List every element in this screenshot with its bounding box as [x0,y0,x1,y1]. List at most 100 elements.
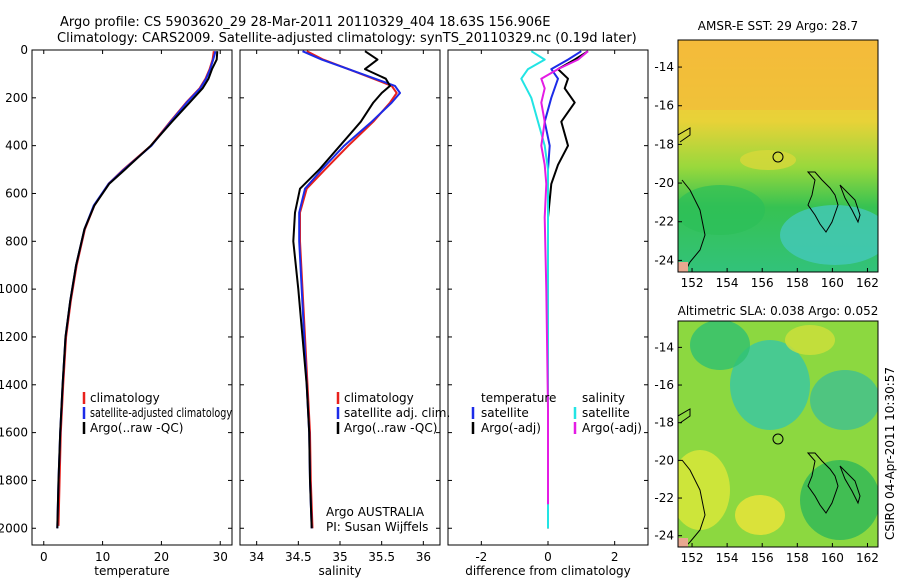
sla-high-patch [800,460,878,540]
map-x-tick-label: 154 [716,276,739,290]
coastline [678,408,861,547]
figure-title-line1: Argo profile: CS 5903620_29 28-Mar-2011 … [60,15,550,30]
series-line-argo-raw-qc- [56,51,219,529]
y-tick-label: 1600 [0,426,28,440]
map-y-tick-label: -24 [654,529,674,543]
map-x-tick-label: 160 [821,551,844,565]
sla-low-patch [678,450,730,530]
map-x-tick-label: 162 [856,276,879,290]
temperature-legend: climatology satellite-adjusted climatolo… [82,391,232,435]
map-y-tick-label: -20 [654,176,674,190]
legend-label-argo: Argo(..raw -QC) [344,421,437,435]
difference-xlabel: difference from climatology [465,564,631,578]
x-tick-label: 10 [95,550,110,564]
x-tick-label: 20 [154,550,169,564]
x-tick-label: 0 [544,550,552,564]
x-tick-label: 0 [40,550,48,564]
temperature-panel: 0 10 20 30 0 200 400 600 800 1000 1200 1400 1600 1800… [0,43,233,578]
map-y-tick-label: -18 [654,416,674,430]
map-x-tick-label: 152 [681,276,704,290]
x-tick-label: 34 [249,550,264,564]
map-x-tick-label: 152 [681,551,704,565]
y-tick-label: 1200 [0,330,28,344]
legend-label-sal-argo: Argo(-adj) [582,421,642,435]
coastline [678,127,861,272]
map-y-tick-label: -22 [654,491,674,505]
sst-map-frame [677,39,879,273]
y-tick-label: 2000 [0,521,28,535]
sst-map-title: AMSR-E SST: 29 Argo: 28.7 [698,19,858,33]
salinity-panel: 34 34.5 35 35.5 36 salinity Argo AUSTRALIA P… [239,49,441,578]
temperature-xlabel: temperature [94,564,169,578]
credit-stamp: CSIRO 04-Apr-2011 10:30:57 [883,367,897,540]
map-y-tick-label: -16 [654,99,674,113]
argo-position-marker [772,433,784,445]
map-x-tick-label: 158 [786,551,809,565]
map-x-tick-label: 154 [716,551,739,565]
sla-map-title: Altimetric SLA: 0.038 Argo: 0.052 [678,304,879,318]
x-tick-label: 34.5 [285,550,312,564]
sla-map-ticks: 152 154 156 158 160 162 -14 -16 -18 -20 -22 -24 [654,340,879,565]
y-tick-label: 1400 [0,378,28,392]
legend-label-argo: Argo(..raw -QC) [90,421,183,435]
y-tick-label: 1000 [0,282,28,296]
y-tick-label: 1800 [0,473,28,487]
difference-plot-group: -2 0 2 [448,49,648,564]
y-tick-label: 600 [5,186,28,200]
x-tick-label: 30 [213,550,228,564]
sst-cool-patch [678,185,765,235]
sst-warm-band [678,40,878,110]
legend-label-sal-satellite: satellite [582,406,630,420]
argo-position-marker [772,151,784,163]
salinity-legend: climatology satellite adj. clim. Argo(..… [336,391,450,435]
difference-panel: -2 0 2 difference from climatology [447,49,649,578]
map-y-tick-label: -18 [654,137,674,151]
map-x-tick-label: 162 [856,551,879,565]
sst-cool-patch [780,205,878,265]
salinity-xlabel: salinity [318,564,361,578]
map-x-tick-label: 156 [751,551,774,565]
legend-title-temperature: temperature [481,391,556,405]
x-tick-label: 36 [416,550,431,564]
sla-high-patch [690,321,750,370]
sst-map: 152 154 156 158 160 162 -14 -16 -18 -20 -22 -24 [654,39,879,290]
sla-high-patch [810,370,878,430]
map-y-tick-label: -14 [654,60,674,74]
legend-label-climatology: climatology [344,391,414,405]
sst-map-ticks: 152 154 156 158 160 162 -14 -16 -18 -20 -22 -24 [654,60,879,290]
legend-label-satellite-adj: satellite adj. clim. [344,406,450,420]
sla-low-patch [785,325,835,355]
series-line-salinity-satellite [520,50,549,529]
map-y-tick-label: -22 [654,215,674,229]
figure-title-line2: Climatology: CARS2009. Satellite-adjuste… [57,31,637,46]
land-patch [678,262,688,272]
x-tick-label: -2 [475,550,487,564]
legend-label-temp-satellite: satellite [481,406,529,420]
difference-legend: temperature salinity satellite Argo(-adj… [471,391,642,435]
x-tick-label: 2 [611,550,619,564]
sla-high-patch [730,340,810,430]
y-tick-label: 200 [5,91,28,105]
sla-low-patch [735,495,785,535]
sla-map-frame [677,320,879,548]
x-tick-label: 35.5 [368,550,395,564]
argo-program-note: Argo AUSTRALIA [326,505,425,519]
y-tick-label: 800 [5,234,28,248]
map-y-tick-label: -20 [654,453,674,467]
temperature-plot-group: 0 10 20 30 0 200 400 600 800 1000 1200 1400 1600 1800… [0,43,232,564]
temperature-axes-frame [31,49,233,546]
sst-warm-patch [740,150,796,170]
salinity-plot-group: 34 34.5 35 35.5 36 [240,49,440,564]
series-line-argo-raw-qc- [292,50,391,529]
map-x-tick-label: 160 [821,276,844,290]
legend-label-satellite-adjusted: satellite-adjusted climatology [90,406,232,420]
legend-label-climatology: climatology [90,391,160,405]
map-y-tick-label: -16 [654,378,674,392]
series-line-salinity-argo-adj- [540,50,589,505]
y-tick-label: 0 [20,43,28,57]
y-tick-label: 400 [5,139,28,153]
salinity-axes-frame [239,49,441,546]
map-x-tick-label: 156 [751,276,774,290]
map-y-tick-label: -24 [654,253,674,267]
